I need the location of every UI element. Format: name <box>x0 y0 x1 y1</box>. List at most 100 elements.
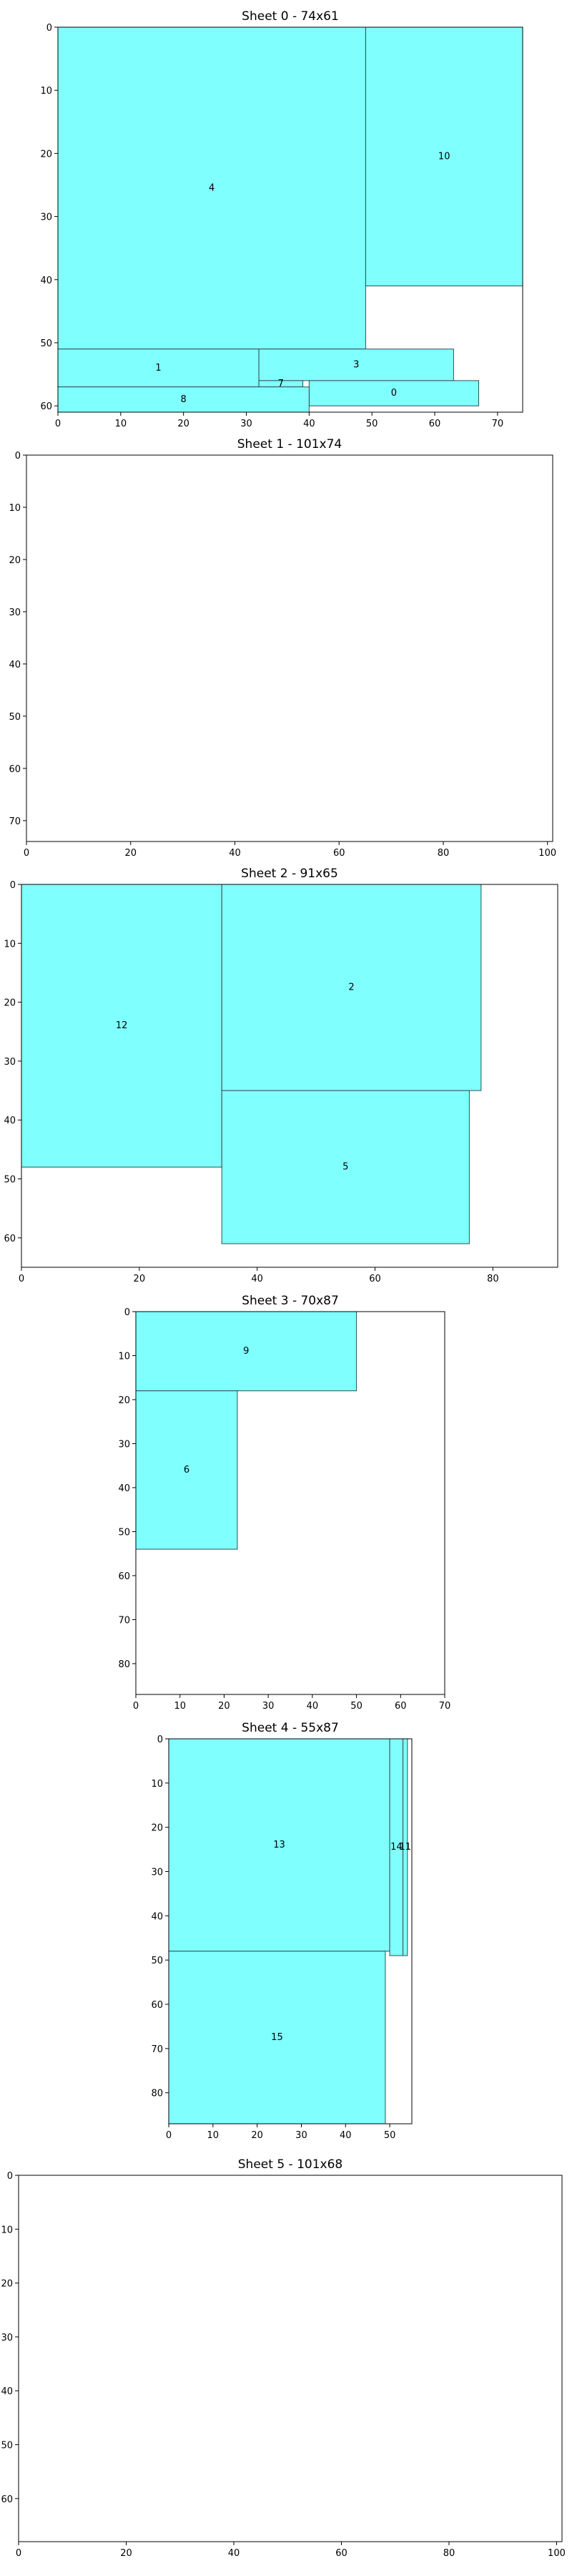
y-tick-label: 40 <box>9 660 21 670</box>
y-tick-label: 70 <box>151 2044 163 2055</box>
piece-12 <box>21 884 222 1168</box>
piece-3 <box>258 348 454 381</box>
piece-label: 1 <box>155 363 161 374</box>
y-tick-label: 10 <box>9 503 21 514</box>
x-tick-label: 50 <box>350 1701 363 1712</box>
sheet-frame <box>26 454 553 842</box>
x-tick-label: 50 <box>384 2130 396 2141</box>
sheet-title: Sheet 0 - 74x61 <box>242 9 339 24</box>
x-tick-label: 0 <box>166 2130 172 2141</box>
y-tick-label: 10 <box>4 939 16 950</box>
y-tick-label: 20 <box>40 149 52 160</box>
piece-label: 14 <box>390 1842 403 1853</box>
y-tick-label: 10 <box>118 1351 130 1362</box>
piece-0 <box>308 380 480 406</box>
x-tick-label: 70 <box>492 419 504 429</box>
y-tick-label: 10 <box>151 1779 163 1790</box>
x-tick-label: 60 <box>395 1701 407 1712</box>
y-tick-label: 40 <box>151 1911 163 1922</box>
x-tick-label: 30 <box>295 2130 307 2141</box>
y-tick-label: 40 <box>118 1483 130 1494</box>
x-tick-label: 10 <box>115 419 127 429</box>
sheet-title: Sheet 4 - 55x87 <box>242 1721 339 1735</box>
y-tick-label: 50 <box>9 712 21 723</box>
piece-label: 6 <box>184 1465 189 1475</box>
piece-label: 12 <box>116 1020 128 1031</box>
y-tick-label: 0 <box>7 2171 13 2182</box>
x-tick-label: 0 <box>55 419 61 429</box>
sheet-title: Sheet 5 - 101x68 <box>238 2157 342 2172</box>
y-tick-label: 60 <box>118 1571 130 1582</box>
x-tick-label: 60 <box>429 419 441 429</box>
piece-13 <box>168 1738 390 1952</box>
y-tick-label: 40 <box>40 275 52 286</box>
y-tick-label: 80 <box>118 1659 130 1670</box>
x-tick-label: 20 <box>218 1701 230 1712</box>
y-tick-label: 30 <box>4 1057 16 1068</box>
y-tick-label: 20 <box>9 555 21 566</box>
y-tick-label: 50 <box>151 1956 163 1966</box>
piece-label: 13 <box>273 1840 285 1850</box>
piece-label: 2 <box>348 982 354 993</box>
y-tick-label: 0 <box>157 1735 163 1745</box>
y-tick-label: 20 <box>151 1823 163 1834</box>
x-tick-label: 60 <box>333 848 345 859</box>
piece-6 <box>135 1390 238 1550</box>
sheet-title: Sheet 3 - 70x87 <box>242 1294 339 1308</box>
piece-1 <box>57 348 260 388</box>
x-tick-label: 40 <box>307 1701 319 1712</box>
piece-label: 10 <box>438 151 450 162</box>
y-tick-label: 60 <box>4 1234 16 1244</box>
y-tick-label: 70 <box>9 816 21 827</box>
y-tick-label: 0 <box>124 1307 130 1318</box>
sheet-frame <box>135 1311 445 1695</box>
piece-5 <box>221 1090 470 1244</box>
x-tick-label: 100 <box>548 2548 566 2559</box>
y-tick-label: 40 <box>1 2386 13 2397</box>
piece-label: 0 <box>391 388 397 399</box>
piece-label: 11 <box>399 1842 411 1853</box>
sheet-frame <box>168 1738 413 2124</box>
x-tick-label: 30 <box>240 419 252 429</box>
y-tick-label: 30 <box>9 608 21 618</box>
piece-label: 9 <box>243 1346 249 1357</box>
sheet-frame <box>21 884 558 1268</box>
y-tick-label: 10 <box>40 86 52 97</box>
x-tick-label: 40 <box>340 2130 352 2141</box>
x-tick-label: 60 <box>335 2548 347 2559</box>
y-tick-label: 20 <box>4 998 16 1009</box>
x-tick-label: 80 <box>487 1274 499 1284</box>
x-tick-label: 0 <box>19 1274 24 1284</box>
x-tick-label: 40 <box>229 848 241 859</box>
x-tick-label: 20 <box>120 2548 132 2559</box>
y-tick-label: 30 <box>1 2333 13 2343</box>
sheet-title: Sheet 1 - 101x74 <box>237 437 342 452</box>
y-tick-label: 30 <box>40 213 52 223</box>
piece-4 <box>57 26 366 350</box>
x-tick-label: 60 <box>369 1274 381 1284</box>
y-tick-label: 70 <box>118 1615 130 1626</box>
x-tick-label: 20 <box>177 419 189 429</box>
piece-label: 7 <box>278 379 284 389</box>
y-tick-label: 60 <box>40 401 52 412</box>
sheet-frame <box>57 26 523 413</box>
piece-8 <box>57 386 310 413</box>
x-tick-label: 20 <box>251 2130 263 2141</box>
y-tick-label: 0 <box>10 880 16 891</box>
piece-label: 15 <box>271 2032 283 2043</box>
x-tick-label: 70 <box>439 1701 451 1712</box>
x-tick-label: 40 <box>251 1274 263 1284</box>
y-tick-label: 60 <box>1 2494 13 2505</box>
sheet-1: Sheet 1 - 101x74 0 20 40 60 80 100 0 10 20 30 40 50 6… <box>9 437 556 859</box>
y-tick-label: 40 <box>4 1116 16 1126</box>
y-tick-label: 10 <box>1 2225 13 2235</box>
x-tick-label: 100 <box>538 848 556 859</box>
y-tick-label: 50 <box>4 1175 16 1186</box>
x-tick-label: 20 <box>134 1274 146 1284</box>
y-tick-label: 60 <box>9 764 21 775</box>
sheet-frame <box>18 2175 563 2542</box>
